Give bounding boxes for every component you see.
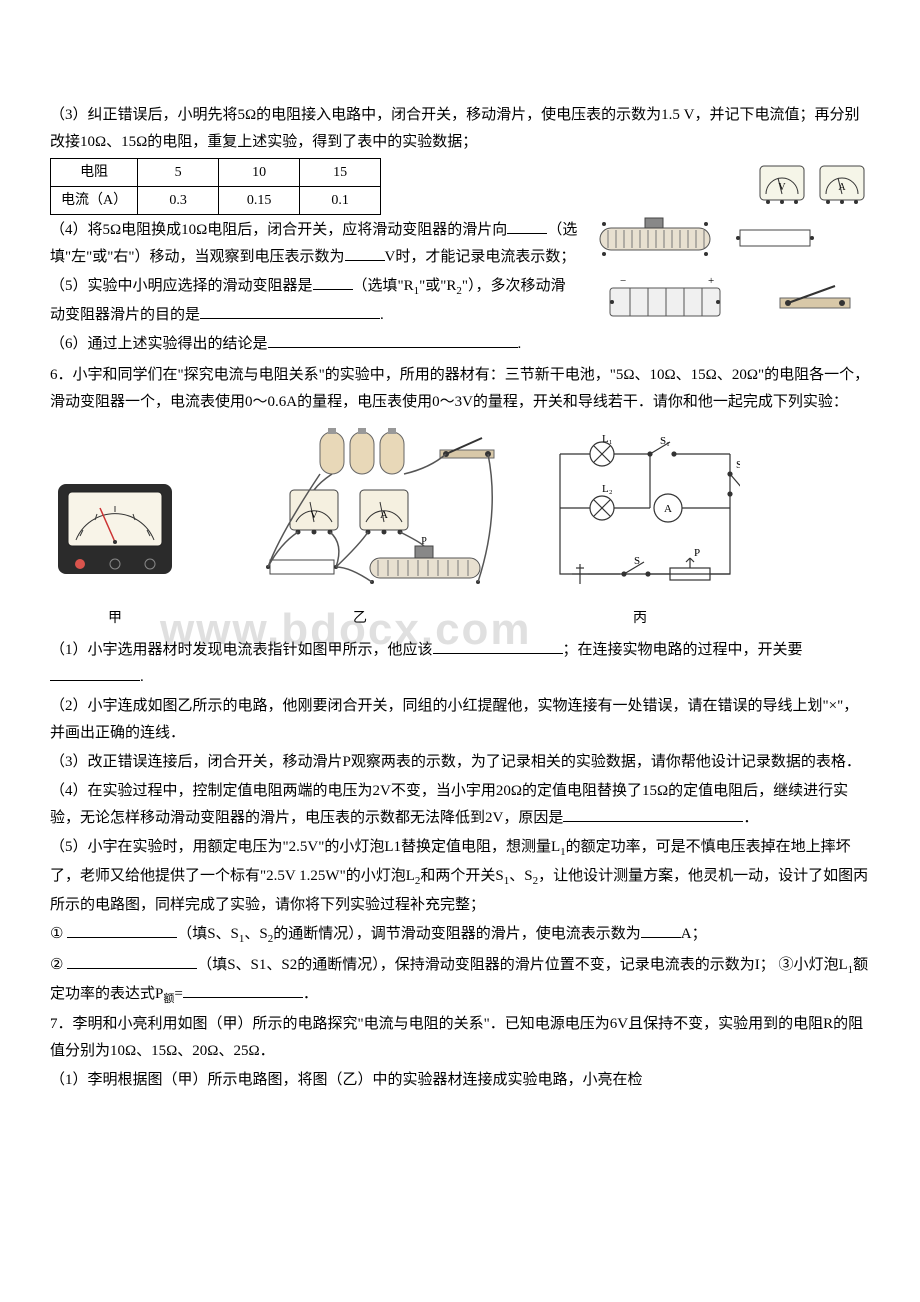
q4-unit: V时，才能记录电流表示数；	[385, 249, 576, 265]
p7-q1: （1）李明根据图（甲）所示电路图，将图（乙）中的实验器材连接成实验电路，小亮在检	[50, 1067, 870, 1094]
q3-text: （3）纠正错误后，小明先将5Ω的电阻接入电路中，闭合开关，移动滑片，使电压表的示…	[50, 102, 870, 156]
th-10: 10	[219, 159, 300, 187]
blank-p6q5-2b[interactable]	[183, 982, 303, 998]
svg-text:L₂: L₂	[602, 483, 613, 495]
p6q5-1-hint: （填S、S	[177, 926, 239, 942]
td-v2: 0.15	[219, 187, 300, 215]
p6q5-m2: 和两个开关S	[420, 868, 503, 884]
td-label: 电流（A）	[51, 187, 138, 215]
q5-end: .	[380, 307, 384, 323]
p6q5-2-eq: =	[174, 986, 182, 1002]
p6q5-1-mid: 、S	[244, 926, 267, 942]
p6q5-1-after: 的通断情况），调节滑动变阻器的滑片，使电流表示数为	[273, 926, 641, 942]
p6q1: （1）小宇选用器材时发现电流表指针如图甲所示，他应该 ；在连接实物电路的过程中，开…	[50, 637, 870, 691]
figure-row: 甲	[50, 424, 870, 631]
p6q5-2-psub: 额	[163, 993, 174, 1005]
blank-p6q5-1b[interactable]	[641, 922, 681, 938]
p6q5-m3: 、S	[509, 868, 532, 884]
svg-text:P: P	[694, 547, 700, 559]
p6q2: （2）小宇连成如图乙所示的电路，他刚要闭合开关，同组的小红提醒他，实物连接有一处…	[50, 693, 870, 747]
circuit-diagram-top: V A	[590, 158, 870, 338]
p6q3: （3）改正错误连接后，闭合开关，移动滑片P观察两表的示数，为了记录相关的实验数据…	[50, 749, 870, 776]
th-15: 15	[300, 159, 381, 187]
p6q4: （4）在实验过程中，控制定值电阻两端的电压为2V不变，当小宇用20Ω的定值电阻替…	[50, 778, 870, 832]
td-v3: 0.1	[300, 187, 381, 215]
q5-mid: "或"R	[419, 278, 456, 294]
fig-jia: 甲	[50, 464, 180, 631]
svg-text:S₂: S₂	[736, 459, 740, 471]
th-res: 电阻	[51, 159, 138, 187]
svg-text:A: A	[838, 182, 846, 193]
p6q1-mid: ；在连接实物电路的过程中，开关要	[563, 642, 803, 658]
q4-pre: （4）将5Ω电阻换成10Ω电阻后，闭合开关，应将滑动变阻器的滑片向	[50, 222, 507, 238]
p6q5-1-c: ①	[50, 926, 67, 942]
q6a-text: （6）通过上述实验得出的结论是	[50, 336, 268, 352]
blank-q5b[interactable]	[200, 303, 380, 319]
blank-q4a[interactable]	[507, 218, 547, 234]
fig-bing: L₁ S₁ S₂ L₂ A S P 丙	[540, 434, 740, 631]
q5-hint: （选填"R	[353, 278, 414, 294]
svg-text:A: A	[664, 503, 672, 515]
cap-bing: 丙	[540, 606, 740, 631]
p6q4-end: ．	[743, 810, 758, 826]
svg-text:L₁: L₁	[602, 434, 613, 445]
blank-p6q1a[interactable]	[433, 638, 563, 654]
blank-p6q4[interactable]	[563, 806, 743, 822]
cap-jia: 甲	[50, 606, 180, 631]
p7-intro: 7．李明和小亮利用如图（甲）所示的电路探究"电流与电阻的关系"．已知电源电压为6…	[50, 1011, 870, 1065]
th-5: 5	[138, 159, 219, 187]
fig-yi: V A	[210, 424, 510, 631]
svg-text:V: V	[778, 182, 786, 193]
svg-text:S₁: S₁	[660, 435, 670, 447]
p6q5-1: ① （填S、S1、S2的通断情况），调节滑动变阻器的滑片，使电流表示数为A；	[50, 921, 870, 950]
blank-p6q1b[interactable]	[50, 665, 140, 681]
svg-text:S: S	[634, 555, 640, 567]
td-v1: 0.3	[138, 187, 219, 215]
p6q1-end: .	[140, 669, 144, 685]
p6q5-2-end: ．	[303, 986, 318, 1002]
data-table: 电阻 5 10 15 电流（A） 0.3 0.15 0.1	[50, 158, 381, 215]
p6q5-2-hint: （填S、S1、S2的通断情况），保持滑动变阻器的滑片位置不变，记录电流表的示数为…	[197, 957, 847, 973]
blank-q4b[interactable]	[345, 245, 385, 261]
svg-text:+: +	[708, 275, 714, 287]
q6a-end: .	[518, 336, 522, 352]
svg-text:−: −	[620, 275, 626, 287]
p6q5-1-unit: A；	[681, 926, 707, 942]
svg-text:A: A	[380, 509, 388, 521]
p6q5: （5）小宇在实验时，用额定电压为"2.5V"的小灯泡L1替换定值电阻，想测量L1…	[50, 834, 870, 919]
blank-p6q5-1a[interactable]	[67, 922, 177, 938]
cap-yi: 乙	[210, 606, 510, 631]
p6q1-pre: （1）小宇选用器材时发现电流表指针如图甲所示，他应该	[50, 642, 433, 658]
p6q5-pre: （5）小宇在实验时，用额定电压为"2.5V"的小灯泡L1替换定值电阻，想测量L	[50, 839, 560, 855]
svg-text:V: V	[310, 509, 318, 521]
blank-p6q5-2a[interactable]	[67, 953, 197, 969]
q5-pre: （5）实验中小明应选择的滑动变阻器是	[50, 278, 313, 294]
p6q5-2: ② （填S、S1、S2的通断情况），保持滑动变阻器的滑片位置不变，记录电流表的示…	[50, 952, 870, 1010]
p6-intro: 6．小宇和同学们在"探究电流与电阻关系"的实验中，所用的器材有：三节新干电池，"…	[50, 362, 870, 416]
blank-q6a[interactable]	[268, 332, 518, 348]
p6q5-2-c: ②	[50, 957, 67, 973]
blank-q5a[interactable]	[313, 274, 353, 290]
